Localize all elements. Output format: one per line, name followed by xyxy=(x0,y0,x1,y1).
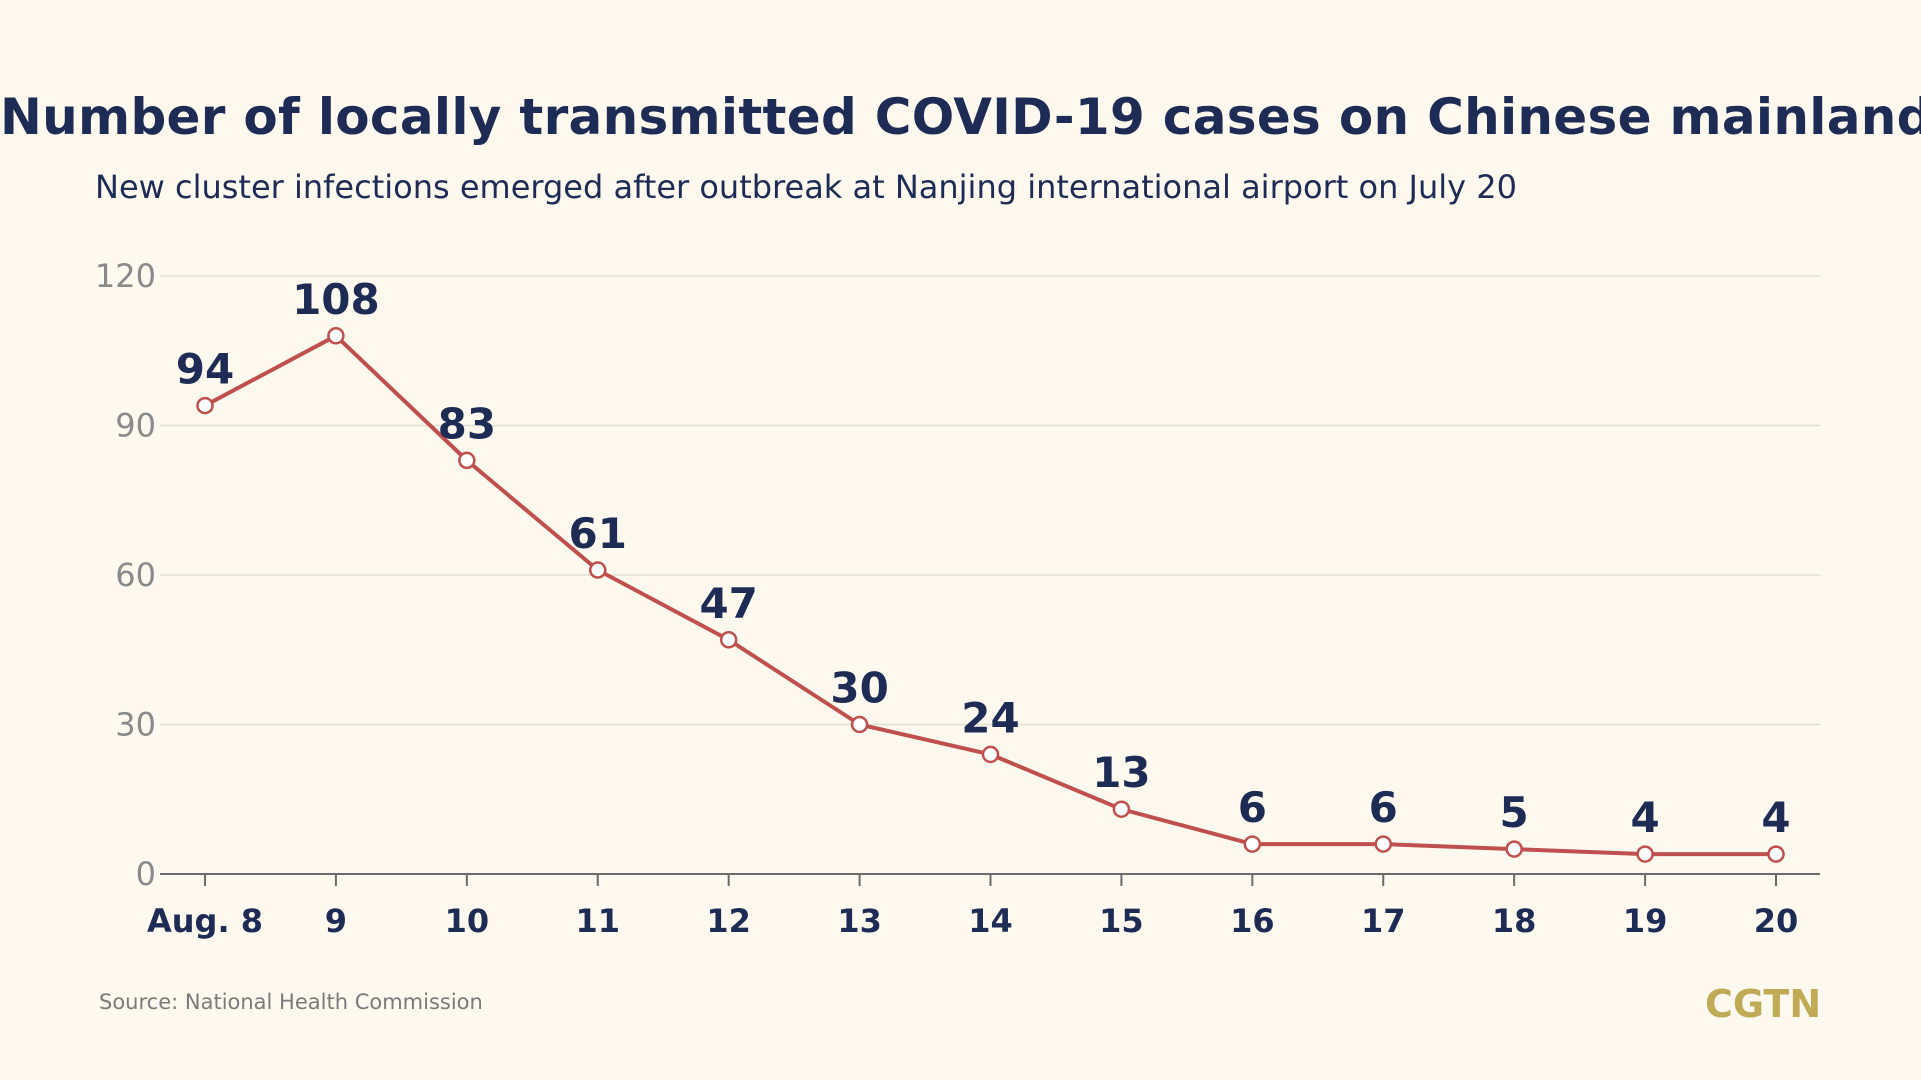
data-point xyxy=(1505,840,1523,858)
data-label: 4 xyxy=(1761,793,1790,842)
data-label: 83 xyxy=(438,399,496,448)
data-point xyxy=(850,715,869,734)
x-tick-label: 16 xyxy=(1230,902,1275,940)
chart-title: Number of locally transmitted COVID-19 c… xyxy=(0,88,1921,146)
data-label: 24 xyxy=(961,693,1019,742)
x-tick-label: 18 xyxy=(1492,902,1537,940)
y-tick-label: 60 xyxy=(115,556,156,594)
data-label: 30 xyxy=(830,664,888,713)
x-tick-label: 14 xyxy=(968,902,1013,940)
data-point xyxy=(1767,845,1785,863)
x-tick-label: 13 xyxy=(837,902,882,940)
data-point xyxy=(981,745,1000,764)
y-tick-label: 0 xyxy=(136,855,156,893)
cgtn-logo: CGTN xyxy=(1705,982,1822,1026)
data-label: 94 xyxy=(176,345,234,394)
x-tick-label: 11 xyxy=(575,902,620,940)
x-tick-label: 17 xyxy=(1361,902,1406,940)
x-tick-label: 19 xyxy=(1623,902,1668,940)
y-tick-label: 90 xyxy=(115,407,156,445)
y-tick-label: 120 xyxy=(95,257,156,295)
source-note: Source: National Health Commission xyxy=(99,990,483,1014)
x-tick-label: Aug. 8 xyxy=(147,902,263,940)
x-tick-label: 20 xyxy=(1754,902,1799,940)
data-label: 47 xyxy=(699,579,757,628)
data-label: 13 xyxy=(1092,748,1150,797)
x-tick-label: 10 xyxy=(445,902,490,940)
data-label: 6 xyxy=(1369,783,1398,832)
data-label: 6 xyxy=(1238,783,1267,832)
data-point xyxy=(1374,835,1392,853)
data-point xyxy=(1112,800,1131,818)
data-point xyxy=(458,451,476,470)
data-label: 61 xyxy=(569,509,627,558)
data-point xyxy=(1243,835,1262,853)
data-point xyxy=(719,631,738,649)
x-tick-label: 12 xyxy=(706,902,751,940)
data-label: 108 xyxy=(292,275,380,324)
data-point xyxy=(1636,845,1654,863)
data-point xyxy=(196,396,214,415)
x-tick-label: 15 xyxy=(1099,902,1144,940)
data-label: 5 xyxy=(1500,788,1529,837)
data-label: 4 xyxy=(1630,793,1659,842)
data-point xyxy=(327,327,345,345)
chart-subtitle: New cluster infections emerged after out… xyxy=(95,168,1517,206)
data-point xyxy=(589,561,607,579)
x-tick-label: 9 xyxy=(325,902,347,940)
y-tick-label: 30 xyxy=(115,706,156,744)
